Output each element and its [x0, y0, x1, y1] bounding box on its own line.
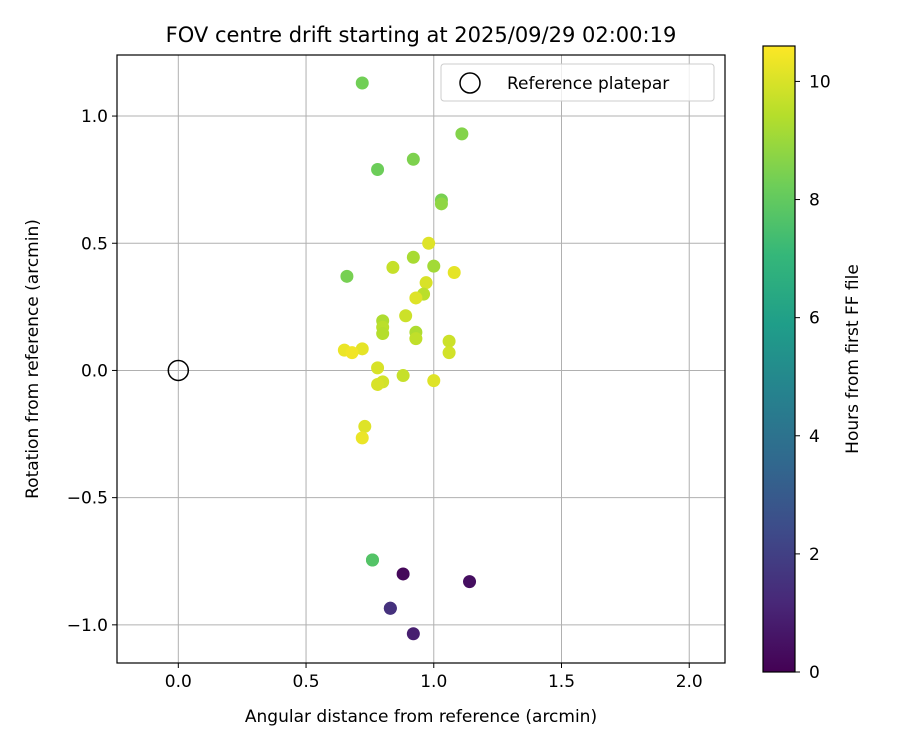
colorbar-tick-label: 6: [809, 309, 820, 329]
colorbar-label: Hours from first FF file: [843, 264, 863, 454]
legend: Reference platepar: [440, 63, 715, 102]
data-point: [340, 269, 354, 283]
data-point: [371, 361, 385, 375]
y-tick-label: 0.0: [81, 361, 108, 381]
data-point: [383, 601, 397, 615]
x-tick-label: 0.5: [293, 672, 320, 692]
data-point: [409, 332, 423, 346]
data-point: [358, 419, 372, 433]
x-tick-label: 1.0: [420, 672, 447, 692]
x-axis-label: Angular distance from reference (arcmin): [245, 707, 597, 727]
data-point: [355, 342, 369, 356]
plot-area: [117, 55, 725, 663]
data-point: [447, 266, 461, 280]
data-point: [463, 575, 477, 589]
legend-label: Reference platepar: [507, 74, 669, 94]
y-tick-label: −0.5: [67, 489, 108, 509]
colorbar-tick-label: 2: [809, 545, 820, 565]
colorbar-tick-label: 10: [809, 72, 831, 92]
data-point: [455, 127, 469, 141]
data-point: [442, 334, 456, 348]
y-tick-label: 1.0: [81, 107, 108, 127]
y-axis-label: Rotation from reference (arcmin): [23, 219, 43, 499]
data-point: [422, 236, 436, 250]
colorbar-tick-label: 0: [809, 663, 820, 683]
data-point: [427, 374, 441, 388]
data-point: [419, 276, 433, 290]
data-point: [365, 553, 379, 567]
y-tick-label: 0.5: [81, 234, 108, 254]
data-point: [409, 291, 423, 305]
x-tick-label: 2.0: [676, 672, 703, 692]
data-point: [345, 346, 359, 360]
x-tick-label: 0.0: [165, 672, 192, 692]
data-point: [396, 567, 410, 581]
colorbar-tick-label: 8: [809, 191, 820, 211]
data-point: [376, 327, 390, 341]
data-point: [399, 309, 413, 323]
x-tick-label: 1.5: [548, 672, 575, 692]
data-point: [396, 369, 410, 383]
data-point: [434, 197, 448, 211]
data-point: [442, 346, 456, 360]
colorbar-tick-label: 4: [809, 427, 820, 447]
data-point: [427, 259, 441, 273]
chart-title: FOV centre drift starting at 2025/09/29 …: [166, 23, 677, 47]
data-point: [386, 260, 400, 274]
data-point: [371, 377, 385, 391]
data-point: [406, 152, 420, 166]
data-point: [406, 627, 420, 641]
y-tick-label: −1.0: [67, 616, 108, 636]
colorbar: [762, 45, 796, 673]
reference-marker: [167, 359, 190, 382]
legend-box: [440, 63, 715, 102]
data-point: [355, 76, 369, 90]
plot-frame: [116, 54, 726, 664]
data-point: [371, 162, 385, 176]
data-point: [406, 250, 420, 264]
legend-marker-icon: [459, 72, 481, 94]
data-point: [355, 431, 369, 445]
